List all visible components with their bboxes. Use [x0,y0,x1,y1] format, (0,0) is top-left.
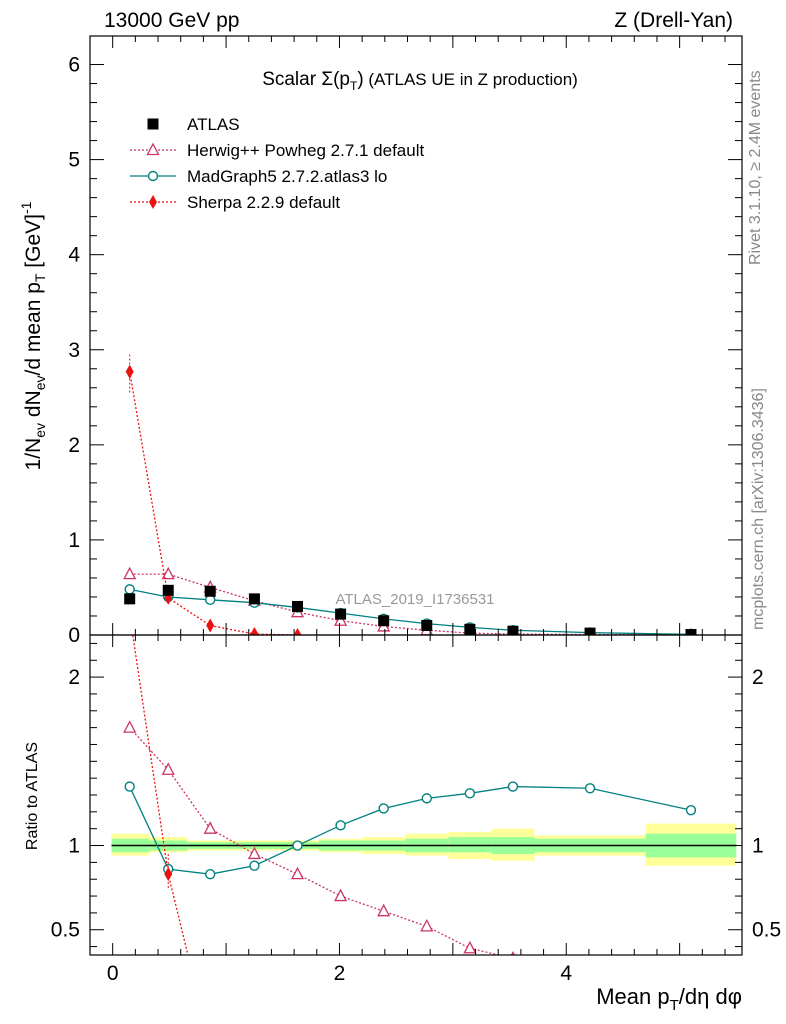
data-point [507,625,519,635]
ratio-y-tick-label-right: 0.5 [752,919,781,942]
ratio-point [203,821,217,834]
data-point [464,623,476,635]
rivet-version-label: Rivet 3.1.10, ≥ 2.4M events [747,70,764,265]
ratio-point [377,903,391,917]
data-point [685,629,697,635]
ratio-point [421,793,432,804]
ratio-y-axis-label: Ratio to ATLAS [24,742,41,850]
ratio-point [204,868,216,880]
ratio-y-tick-label: 1 [68,835,80,858]
data-point [161,566,175,580]
ratio-point [334,888,348,902]
ratio-point [507,781,519,792]
data-point [584,627,596,635]
y-tick-label: 4 [68,244,80,267]
legend-label: Sherpa 2.2.9 default [187,193,340,212]
data-point [250,627,259,635]
series-line-2 [129,588,691,635]
ratio-point [378,803,389,814]
data-point [293,628,302,635]
x-axis-label: Mean pT/dη dφ [596,984,742,1014]
data-point [125,364,134,379]
data-point [248,593,260,605]
data-point [162,584,174,596]
legend-label: MadGraph5 2.7.2.atlas3 lo [187,167,387,186]
data-point [206,618,215,633]
data-point [292,600,304,612]
header-right: Z (Drell-Yan) [614,9,733,32]
data-point [124,584,135,595]
ratio-y-tick-label-right: 1 [752,835,764,858]
ratio-y-tick-label-right: 2 [752,666,764,689]
ratio-line-2 [129,785,692,875]
legend-marker [146,142,160,156]
x-tick-label: 4 [560,962,572,985]
legend-label: ATLAS [187,115,240,134]
ratio-point [247,846,261,860]
ratio-point [335,820,346,831]
series-line-3 [129,371,298,635]
ratio-point [584,783,596,794]
ratio-point [685,804,697,816]
y-tick-label: 5 [68,149,80,172]
main-y-axis-label: 1/Nev dNev/d mean pT [GeV]-1 [18,201,48,470]
axis-ticks: 0 2 4 0 1 2 3 4 5 6 0.5 0.5 1 1 2 2 [51,36,781,985]
ratio-point [420,918,434,932]
legend-marker [147,118,159,130]
ratio-point [249,860,260,871]
plot-title: Scalar Σ(pT) (ATLAS UE in Z production) [262,69,578,93]
ratio-point [292,840,303,851]
data-point [123,566,137,580]
data-point [421,619,433,631]
data-point [334,613,348,626]
legend-marker [149,195,157,209]
x-tick-label: 2 [334,962,346,985]
y-tick-label: 2 [68,434,80,457]
data-point [204,585,216,597]
data-point [378,615,390,627]
legend-label: Herwig++ Powheg 2.7.1 default [187,141,424,160]
y-tick-label: 0 [68,624,80,647]
x-tick-label: 0 [107,962,119,985]
ratio-point [161,762,175,775]
ratio-point [510,950,516,955]
ratio-y-tick-label: 2 [68,666,80,689]
y-tick-label: 3 [68,339,80,362]
legend: ATLAS Herwig++ Powheg 2.7.1 default MadGra… [130,115,424,212]
legend-marker [147,170,159,182]
ratio-y-tick-label: 0.5 [51,919,80,942]
data-point [335,608,347,620]
mcplots-label: mcplots.cern.ch [arXiv:1306.3436] [750,388,767,630]
ratio-point [463,940,477,954]
y-tick-label: 6 [68,54,80,77]
ratio-series-layer [123,635,697,955]
main-series-layer [123,354,697,635]
ratio-point [124,781,135,792]
analysis-label: ATLAS_2019_I1736531 [335,591,494,608]
y-tick-label: 1 [68,529,80,552]
header-left: 13000 GeV pp [104,9,239,32]
ratio-point [290,866,305,880]
data-point [124,593,136,605]
error-band-inner [448,837,492,853]
ratio-point [123,720,137,733]
ratio-point [464,788,476,799]
